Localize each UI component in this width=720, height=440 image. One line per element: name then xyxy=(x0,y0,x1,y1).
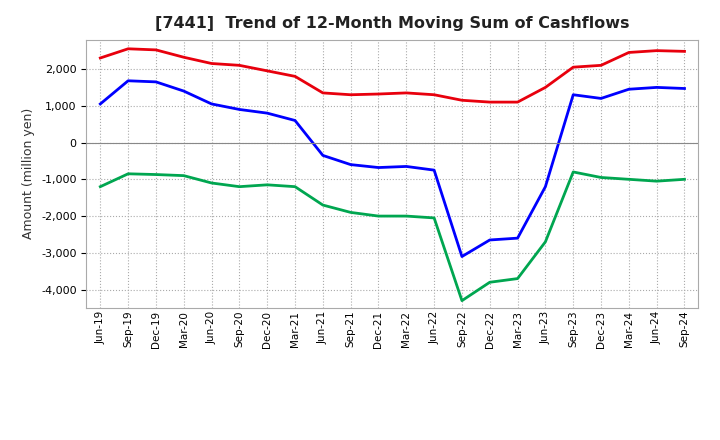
Free Cashflow xyxy=(207,101,216,106)
Investing Cashflow xyxy=(597,175,606,180)
Investing Cashflow xyxy=(624,177,633,182)
Investing Cashflow xyxy=(485,280,494,285)
Free Cashflow xyxy=(624,87,633,92)
Operating Cashflow xyxy=(235,62,243,68)
Operating Cashflow xyxy=(569,65,577,70)
Free Cashflow xyxy=(402,164,410,169)
Operating Cashflow xyxy=(96,55,104,61)
Free Cashflow xyxy=(318,153,327,158)
Operating Cashflow xyxy=(485,99,494,105)
Operating Cashflow xyxy=(318,90,327,95)
Operating Cashflow xyxy=(624,50,633,55)
Investing Cashflow xyxy=(263,182,271,187)
Operating Cashflow xyxy=(374,92,383,97)
Free Cashflow xyxy=(485,237,494,242)
Line: Free Cashflow: Free Cashflow xyxy=(100,81,685,257)
Free Cashflow xyxy=(458,254,467,259)
Free Cashflow xyxy=(179,88,188,94)
Free Cashflow xyxy=(680,86,689,91)
Investing Cashflow xyxy=(235,184,243,189)
Operating Cashflow xyxy=(124,46,132,51)
Operating Cashflow xyxy=(263,68,271,73)
Investing Cashflow xyxy=(652,179,661,184)
Investing Cashflow xyxy=(96,184,104,189)
Line: Investing Cashflow: Investing Cashflow xyxy=(100,172,685,301)
Free Cashflow xyxy=(124,78,132,84)
Free Cashflow xyxy=(597,96,606,101)
Free Cashflow xyxy=(652,85,661,90)
Operating Cashflow xyxy=(152,47,161,52)
Free Cashflow xyxy=(235,107,243,112)
Free Cashflow xyxy=(291,118,300,123)
Operating Cashflow xyxy=(541,85,550,90)
Operating Cashflow xyxy=(430,92,438,97)
Investing Cashflow xyxy=(513,276,522,281)
Operating Cashflow xyxy=(346,92,355,97)
Investing Cashflow xyxy=(541,239,550,245)
Operating Cashflow xyxy=(291,74,300,79)
Free Cashflow xyxy=(541,184,550,189)
Free Cashflow xyxy=(263,110,271,116)
Investing Cashflow xyxy=(458,298,467,303)
Line: Operating Cashflow: Operating Cashflow xyxy=(100,49,685,102)
Operating Cashflow xyxy=(597,62,606,68)
Investing Cashflow xyxy=(402,213,410,219)
Operating Cashflow xyxy=(513,99,522,105)
Investing Cashflow xyxy=(318,202,327,208)
Investing Cashflow xyxy=(680,177,689,182)
Investing Cashflow xyxy=(569,169,577,175)
Investing Cashflow xyxy=(430,215,438,220)
Free Cashflow xyxy=(346,162,355,167)
Investing Cashflow xyxy=(124,171,132,176)
Investing Cashflow xyxy=(291,184,300,189)
Investing Cashflow xyxy=(374,213,383,219)
Operating Cashflow xyxy=(680,49,689,54)
Operating Cashflow xyxy=(179,55,188,60)
Free Cashflow xyxy=(430,168,438,173)
Free Cashflow xyxy=(513,235,522,241)
Free Cashflow xyxy=(569,92,577,97)
Investing Cashflow xyxy=(152,172,161,177)
Investing Cashflow xyxy=(346,210,355,215)
Free Cashflow xyxy=(374,165,383,170)
Investing Cashflow xyxy=(179,173,188,178)
Investing Cashflow xyxy=(207,180,216,186)
Y-axis label: Amount (million yen): Amount (million yen) xyxy=(22,108,35,239)
Free Cashflow xyxy=(96,101,104,106)
Operating Cashflow xyxy=(458,98,467,103)
Operating Cashflow xyxy=(402,90,410,95)
Title: [7441]  Trend of 12-Month Moving Sum of Cashflows: [7441] Trend of 12-Month Moving Sum of C… xyxy=(155,16,630,32)
Free Cashflow xyxy=(152,79,161,84)
Operating Cashflow xyxy=(652,48,661,53)
Operating Cashflow xyxy=(207,61,216,66)
